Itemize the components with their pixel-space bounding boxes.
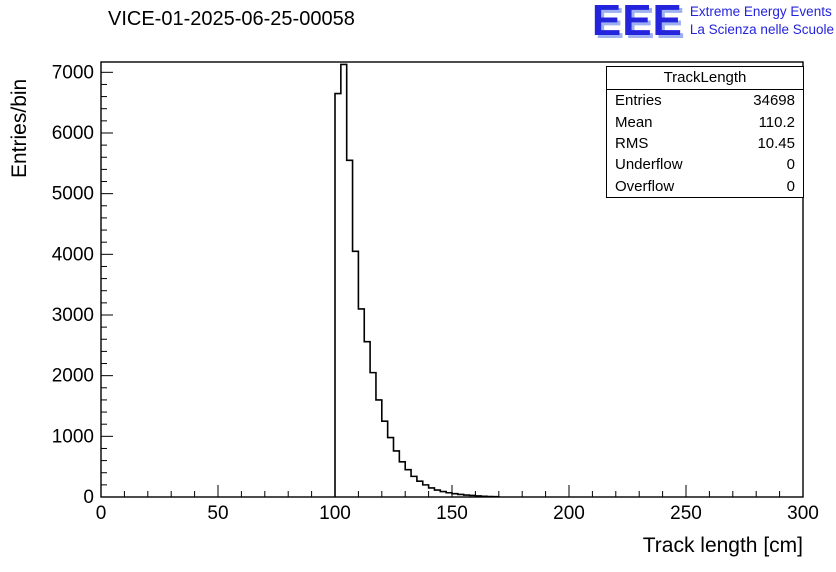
y-tick-label: 5000 (52, 184, 94, 205)
y-tick-label: 1000 (52, 426, 94, 447)
stats-value: 0 (786, 156, 795, 174)
y-tick-label: 7000 (52, 62, 94, 83)
y-tick-label: 2000 (52, 366, 94, 387)
stats-row: Overflow 0 (607, 176, 803, 197)
stats-label: Entries (615, 92, 662, 110)
x-tick-label: 300 (787, 503, 819, 524)
stats-row: Underflow 0 (607, 154, 803, 175)
stats-value: 0 (786, 177, 795, 195)
stats-box: TrackLength Entries 34698 Mean 110.2 RMS… (606, 66, 804, 198)
x-axis-title: Track length [cm] (642, 534, 803, 557)
logo-line-1: Extreme Energy Events (689, 4, 832, 20)
x-tick-label: 100 (319, 503, 351, 524)
histogram-line (334, 63, 500, 498)
stats-row: Mean 110.2 (607, 111, 803, 132)
eee-logo: EEE Extreme Energy Events La Scienza nel… (591, 0, 834, 45)
stats-label: Underflow (615, 156, 683, 174)
y-tick-label: 3000 (52, 305, 94, 326)
eee-logo-lines: Extreme Energy Events La Scienza nelle S… (690, 3, 834, 38)
stats-value: 10.45 (757, 134, 795, 152)
y-tick-label: 4000 (52, 244, 94, 265)
plot-frame (100, 61, 804, 498)
y-axis-title: Entries/bin (8, 78, 31, 178)
stats-row: Entries 34698 (607, 90, 803, 111)
stats-value: 110.2 (758, 113, 795, 131)
x-tick-label: 50 (207, 503, 228, 524)
x-tick-label: 250 (670, 503, 702, 524)
stats-label: Overflow (615, 177, 675, 195)
plot-title: VICE-01-2025-06-25-00058 (108, 8, 355, 30)
y-tick-label: 6000 (52, 123, 94, 144)
stats-row: RMS 10.45 (607, 133, 803, 154)
eee-logo-acronym: EEE (591, 0, 683, 45)
x-tick-label: 0 (96, 503, 107, 524)
stats-value: 34698 (753, 92, 795, 110)
x-tick-label: 150 (436, 503, 468, 524)
x-tick-label: 200 (553, 503, 585, 524)
stats-box-title: TrackLength (607, 67, 803, 90)
stats-label: Mean (615, 113, 653, 131)
logo-line-2: La Scienza nelle Scuole (689, 21, 834, 37)
y-tick-label: 0 (83, 487, 94, 508)
stats-label: RMS (615, 134, 649, 152)
